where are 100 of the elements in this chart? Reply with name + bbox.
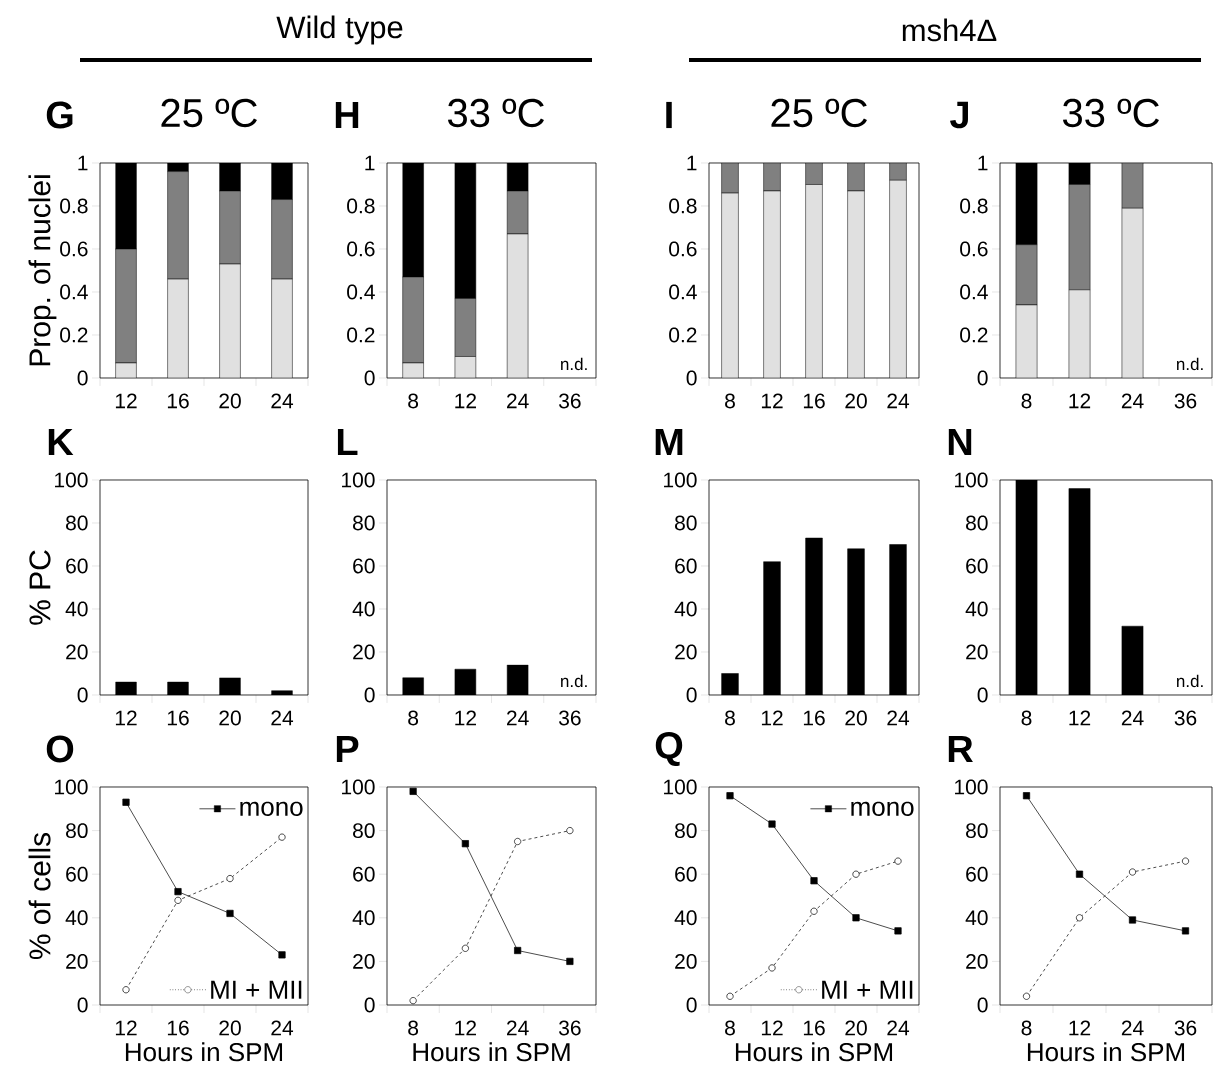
- y-tick-label: 0: [77, 997, 88, 1013]
- y-tick-label: 0.2: [960, 327, 988, 343]
- x-tick-label: 36: [559, 710, 581, 726]
- y-tick-label: 100: [664, 779, 697, 795]
- point: [566, 957, 574, 965]
- x-tick-label: 12: [115, 393, 137, 409]
- x-axis-title: Hours in SPM: [735, 1042, 893, 1062]
- point: [122, 798, 130, 806]
- y-tick-label: 0.2: [60, 327, 88, 343]
- x-tick-label: 24: [271, 393, 294, 409]
- y-tick-label: 1: [78, 155, 88, 171]
- y-tick-label: 20: [966, 953, 988, 969]
- y-tick-label: 60: [675, 866, 697, 882]
- y-tick-label: 100: [55, 472, 88, 488]
- point: [278, 951, 286, 959]
- y-tick-label: 40: [65, 910, 88, 926]
- text: J: [950, 101, 968, 129]
- annotation: n.d.: [561, 357, 587, 371]
- text: R: [948, 735, 973, 763]
- y-tick-label: 80: [66, 823, 88, 839]
- point: [1128, 868, 1137, 876]
- x-tick-label: 12: [455, 710, 476, 726]
- y-tick-label: 0.8: [347, 198, 375, 214]
- y-tick-label: 100: [342, 472, 375, 488]
- x-tick-label: 12: [1069, 393, 1091, 409]
- legend-label: MI + MII: [822, 980, 913, 999]
- y-axis-title: Prop. of nuclei: [28, 175, 57, 366]
- x-tick-label: 12: [115, 1020, 137, 1036]
- y-tick-label: 0.8: [960, 198, 988, 214]
- point: [409, 997, 417, 1005]
- annotation: n.d.: [1177, 357, 1203, 371]
- x-tick-label: 12: [761, 393, 783, 409]
- y-tick-label: 100: [55, 779, 88, 795]
- y-tick-label: 0: [686, 370, 697, 386]
- point: [1022, 792, 1031, 800]
- y-tick-label: 0.2: [669, 327, 697, 343]
- y-tick-label: 0: [364, 997, 375, 1013]
- x-tick-label: 12: [455, 393, 476, 409]
- text: P: [336, 735, 359, 763]
- x-tick-label: 36: [559, 393, 581, 409]
- point: [768, 964, 776, 972]
- point: [1075, 870, 1084, 878]
- point: [894, 927, 902, 935]
- y-tick-label: 1: [365, 155, 375, 171]
- x-tick-label: 12: [761, 710, 783, 726]
- point: [894, 857, 902, 865]
- y-tick-label: 0.4: [669, 284, 697, 300]
- y-tick-label: 0.8: [669, 198, 697, 214]
- x-tick-label: 16: [167, 1020, 189, 1036]
- point: [226, 909, 234, 917]
- x-tick-label: 24: [1121, 710, 1144, 726]
- x-tick-label: 20: [219, 393, 241, 409]
- point: [726, 792, 734, 800]
- point: [514, 837, 522, 846]
- point: [122, 986, 130, 994]
- y-tick-label: 0: [364, 687, 375, 703]
- y-tick-label: 1: [978, 155, 988, 171]
- x-tick-label: 12: [1069, 1020, 1091, 1036]
- point: [726, 992, 734, 1000]
- y-tick-label: 80: [675, 515, 697, 531]
- y-tick-label: 80: [353, 515, 375, 531]
- point: [174, 888, 182, 896]
- y-axis-title: % PC: [29, 550, 51, 625]
- x-tick-label: 8: [408, 710, 419, 726]
- y-tick-label: 60: [353, 558, 375, 574]
- x-tick-label: 8: [1021, 710, 1032, 726]
- x-tick-label: 8: [725, 710, 735, 726]
- y-tick-label: 0.4: [347, 284, 375, 300]
- x-tick-label: 36: [1174, 1020, 1197, 1036]
- point: [1128, 916, 1137, 924]
- y-tick-label: 80: [966, 823, 988, 839]
- x-tick-label: 8: [1021, 1020, 1032, 1036]
- y-tick-label: 60: [66, 866, 88, 882]
- y-tick-label: 60: [353, 866, 375, 882]
- y-tick-label: 40: [352, 910, 375, 926]
- bar: [219, 263, 241, 378]
- point: [461, 840, 469, 848]
- x-tick-label: 36: [559, 1020, 581, 1036]
- point: [1181, 857, 1190, 865]
- point: [1181, 927, 1190, 935]
- x-tick-label: 24: [507, 710, 529, 726]
- point: [174, 896, 182, 904]
- point: [810, 907, 818, 915]
- y-tick-label: 60: [675, 558, 697, 574]
- x-tick-label: 12: [1069, 710, 1091, 726]
- y-tick-label: 20: [675, 953, 697, 969]
- x-tick-label: 12: [115, 710, 137, 726]
- x-tick-label: 24: [1121, 393, 1144, 409]
- y-tick-label: 0: [977, 997, 988, 1013]
- text: K: [48, 428, 74, 456]
- legend-label: mono: [851, 801, 914, 816]
- x-tick-label: 24: [271, 710, 294, 726]
- y-tick-label: 40: [965, 910, 988, 926]
- x-tick-label: 16: [167, 393, 189, 409]
- text: M: [655, 428, 683, 456]
- text: Q: [655, 731, 683, 767]
- y-tick-label: 20: [66, 953, 88, 969]
- point: [852, 914, 860, 922]
- x-tick-label: 24: [1121, 1020, 1144, 1036]
- x-tick-label: 8: [408, 393, 419, 409]
